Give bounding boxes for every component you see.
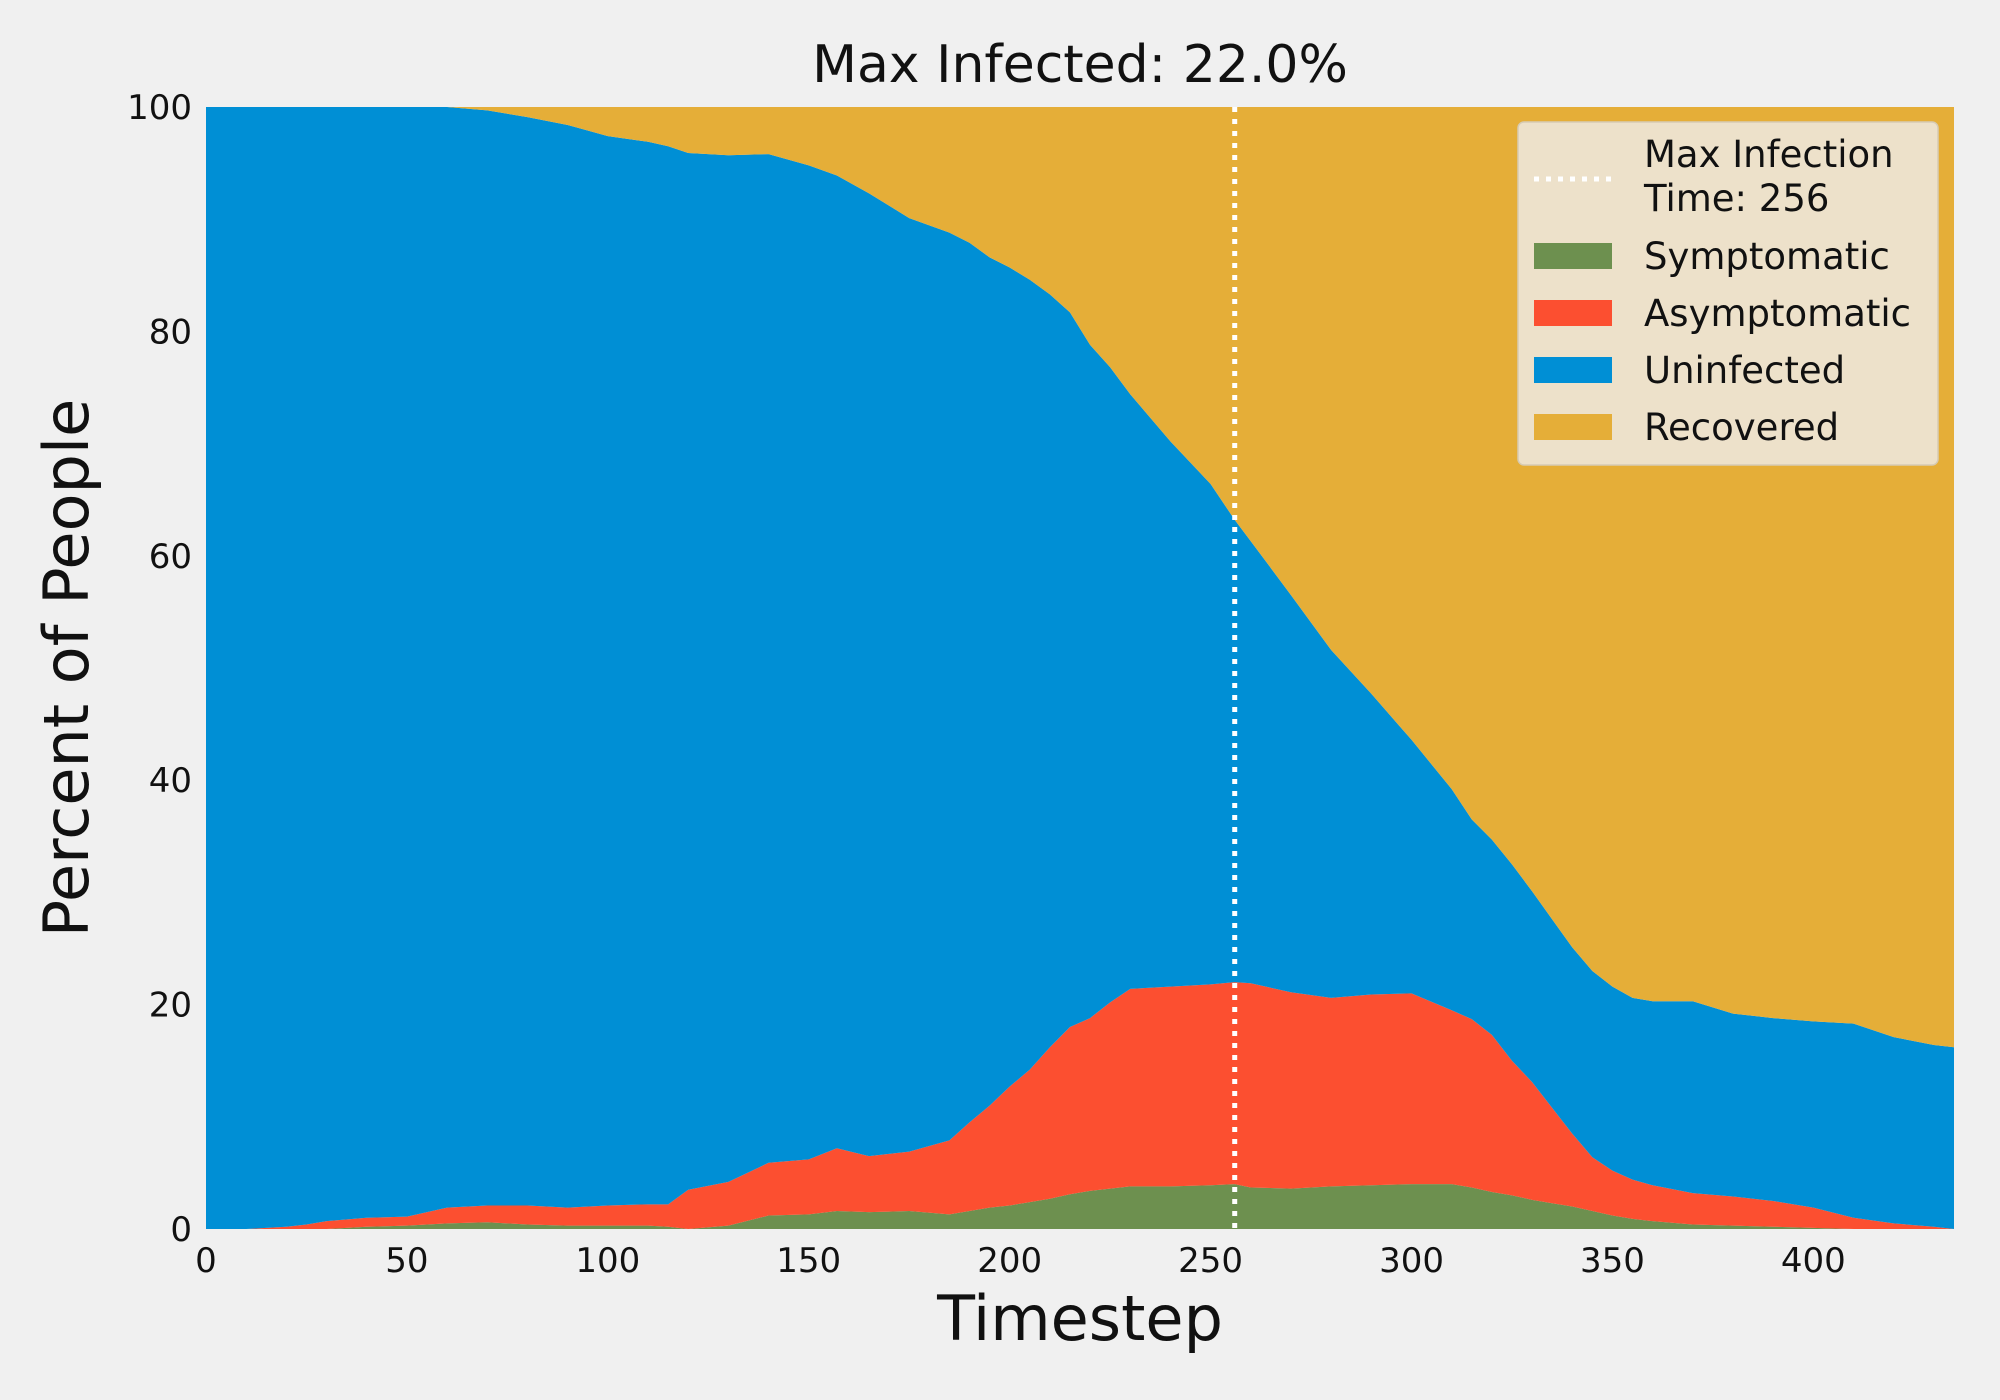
- legend: Max Infection Time: 256 Symptomatic Asympto…: [1517, 121, 1939, 466]
- x-tick-label: 50: [385, 1241, 428, 1281]
- x-axis-label: Timestep: [936, 1282, 1223, 1355]
- y-tick-label: 20: [149, 986, 192, 1026]
- y-tick-label: 60: [149, 537, 192, 577]
- x-tick-label: 0: [195, 1241, 217, 1281]
- y-axis-ticks: 0 20 40 60 80 100: [127, 88, 192, 1250]
- x-tick-label: 400: [1781, 1241, 1846, 1281]
- y-tick-label: 40: [149, 761, 192, 801]
- legend-label-max-infection: Max Infection Time: 256: [1643, 133, 1894, 220]
- chart-title: Max Infected: 22.0%: [812, 35, 1348, 95]
- x-tick-label: 250: [1178, 1241, 1243, 1281]
- y-tick-label: 80: [149, 312, 192, 352]
- legend-swatch-uninfected: [1534, 357, 1612, 383]
- area-recovered: [206, 107, 1954, 1048]
- x-tick-label: 100: [575, 1241, 640, 1281]
- x-tick-label: 300: [1379, 1241, 1444, 1281]
- y-tick-label: 0: [170, 1210, 192, 1250]
- x-tick-label: 200: [977, 1241, 1042, 1281]
- x-axis-ticks: 0 50 100 150 200 250 300 350 400: [195, 1241, 1846, 1281]
- area-series-group: [206, 107, 1954, 1229]
- y-axis-label: Percent of People: [30, 399, 103, 937]
- legend-label-asymptomatic: Asymptomatic: [1644, 292, 1911, 335]
- x-tick-label: 150: [776, 1241, 841, 1281]
- legend-swatch-recovered: [1534, 414, 1612, 440]
- legend-label-recovered: Recovered: [1644, 406, 1839, 449]
- legend-swatch-symptomatic: [1534, 243, 1612, 269]
- legend-swatch-asymptomatic: [1534, 300, 1612, 326]
- area-asymptomatic: [206, 982, 1954, 1229]
- area-symptomatic: [206, 1184, 1954, 1229]
- legend-box: [1517, 121, 1939, 466]
- legend-label-uninfected: Uninfected: [1644, 349, 1845, 392]
- legend-label-symptomatic: Symptomatic: [1644, 235, 1890, 278]
- y-tick-label: 100: [127, 88, 192, 128]
- area-uninfected: [206, 107, 1954, 1229]
- x-tick-label: 350: [1580, 1241, 1645, 1281]
